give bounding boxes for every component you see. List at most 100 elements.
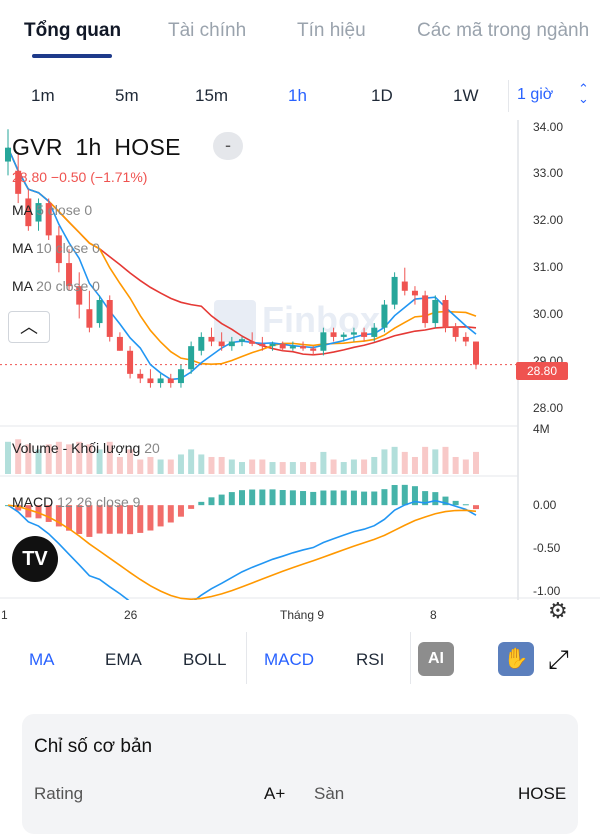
rating-label: Rating: [34, 784, 84, 803]
candle: [218, 341, 225, 347]
volume-bar: [66, 444, 73, 474]
volume-bar: [452, 456, 459, 474]
volume-bar: [371, 456, 378, 474]
candle: [442, 300, 449, 328]
indicator-rsi-button[interactable]: RSI: [356, 650, 385, 669]
volume-bar: [188, 449, 195, 474]
macd-histogram-bar: [228, 492, 235, 506]
volume-bar: [320, 451, 327, 474]
macd-histogram-bar: [127, 505, 134, 535]
macd-histogram-bar: [279, 490, 286, 506]
interval-1w[interactable]: 1W: [453, 86, 479, 105]
chart-interval: 1h: [75, 134, 102, 160]
macd-histogram-bar: [259, 489, 266, 506]
candle: [147, 378, 154, 384]
candle: [76, 286, 83, 305]
candle: [45, 203, 52, 236]
macd-histogram-bar: [269, 489, 276, 506]
volume-bar: [218, 456, 225, 474]
candle: [5, 147, 11, 162]
chart-canvas[interactable]: Finbox: [0, 120, 600, 600]
chevron-up-icon[interactable]: ︿: [8, 311, 50, 343]
indicator-ma-button[interactable]: MA: [29, 650, 55, 669]
volume-bar: [86, 444, 93, 474]
candle: [157, 378, 164, 384]
candle: [106, 300, 113, 337]
chevron-up-down-icon[interactable]: ⌃ ⌄: [578, 81, 589, 106]
candle: [249, 341, 256, 344]
volume-bar: [401, 451, 408, 474]
macd-histogram-bar: [157, 505, 164, 527]
volume-legend[interactable]: Volume - Khối lượng 20: [12, 440, 160, 456]
interval-5m[interactable]: 5m: [115, 86, 139, 105]
candle: [289, 346, 296, 349]
interval-1h[interactable]: 1h: [288, 86, 307, 105]
macd-histogram-bar: [55, 505, 62, 527]
macd-histogram-bar: [371, 491, 378, 506]
candle: [269, 343, 276, 347]
expand-icon[interactable]: ⤢: [548, 644, 569, 674]
interval-divider: [508, 80, 509, 112]
macd-histogram-bar: [76, 505, 83, 534]
macd-histogram-bar: [137, 505, 144, 533]
candle: [361, 332, 368, 337]
volume-bar: [15, 439, 22, 474]
collapse-legend-button[interactable]: -: [213, 132, 243, 160]
ma10-legend[interactable]: MA 10 close 0: [12, 240, 100, 256]
rating-value: A+: [264, 784, 286, 803]
fundamentals-card: Chỉ số cơ bản Rating A+ Sàn HOSE: [22, 714, 578, 834]
top-tabs: Tổng quan Tài chính Tín hiệu Các mã tron…: [0, 0, 600, 62]
macd-legend[interactable]: MACD 12 26 close 9: [12, 494, 141, 510]
candle: [310, 348, 317, 351]
ai-button[interactable]: AI: [418, 642, 454, 676]
macd-histogram-bar: [401, 484, 408, 506]
interval-1m[interactable]: 1m: [31, 86, 55, 105]
volume-bar: [289, 462, 296, 474]
last-price-tag: 28.80: [516, 362, 568, 380]
exchange-label: Sàn: [314, 784, 345, 803]
tradingview-logo[interactable]: TV: [12, 536, 58, 582]
macd-histogram-bar: [350, 490, 357, 506]
indicator-boll-button[interactable]: BOLL: [183, 650, 227, 669]
price-change: 28.80 −0.50 (−1.71%): [12, 169, 148, 185]
volume-bar: [55, 441, 62, 474]
tab-tong-quan[interactable]: Tổng quan: [24, 20, 122, 41]
indicator-bar: MA EMA BOLL MACD RSI AI ✋ ⤢: [0, 632, 600, 684]
ma5-legend[interactable]: MA 5 close 0: [12, 202, 93, 218]
macd-histogram-bar: [96, 505, 103, 534]
signal-line: [7, 504, 477, 600]
candle: [86, 309, 93, 328]
indicator-macd-button[interactable]: MACD: [264, 650, 315, 669]
candle: [198, 336, 205, 351]
tab-tin-hieu[interactable]: Tín hiệu: [297, 20, 366, 41]
candle: [411, 290, 418, 296]
volume-bar: [381, 449, 388, 474]
price-chart[interactable]: Finbox GVR 1h HOSE - 28.80 −0.50 (−1.71%…: [0, 120, 600, 623]
indicator-ema-button[interactable]: EMA: [105, 650, 142, 669]
tab-tai-chinh[interactable]: Tài chính: [168, 20, 247, 41]
volume-bar: [249, 459, 256, 474]
macd-histogram-bar: [340, 490, 347, 506]
interval-select[interactable]: 1 giờ: [517, 86, 554, 103]
candle: [381, 304, 388, 328]
macd-histogram-bar: [86, 505, 93, 537]
price-tick: 30.00: [533, 307, 564, 321]
indicator-divider: [410, 632, 411, 684]
candle: [391, 276, 398, 305]
ma20-legend[interactable]: MA 20 close 0: [12, 278, 100, 294]
gear-icon[interactable]: ⚙: [548, 598, 568, 623]
macd-histogram-bar: [330, 490, 337, 506]
volume-bar: [391, 446, 398, 474]
volume-bar: [76, 441, 83, 474]
hand-icon[interactable]: ✋: [498, 642, 534, 676]
candle: [371, 327, 378, 337]
volume-bar: [300, 462, 307, 474]
macd-histogram-bar: [381, 489, 388, 506]
tab-cac-ma-trong-nganh[interactable]: Các mã trong ngành: [417, 20, 590, 41]
volume-bar: [462, 459, 469, 474]
interval-15m[interactable]: 15m: [195, 86, 229, 105]
volume-bar: [361, 459, 368, 474]
candle: [96, 300, 103, 324]
interval-1d[interactable]: 1D: [371, 86, 393, 105]
macd-histogram-bar: [208, 497, 215, 506]
